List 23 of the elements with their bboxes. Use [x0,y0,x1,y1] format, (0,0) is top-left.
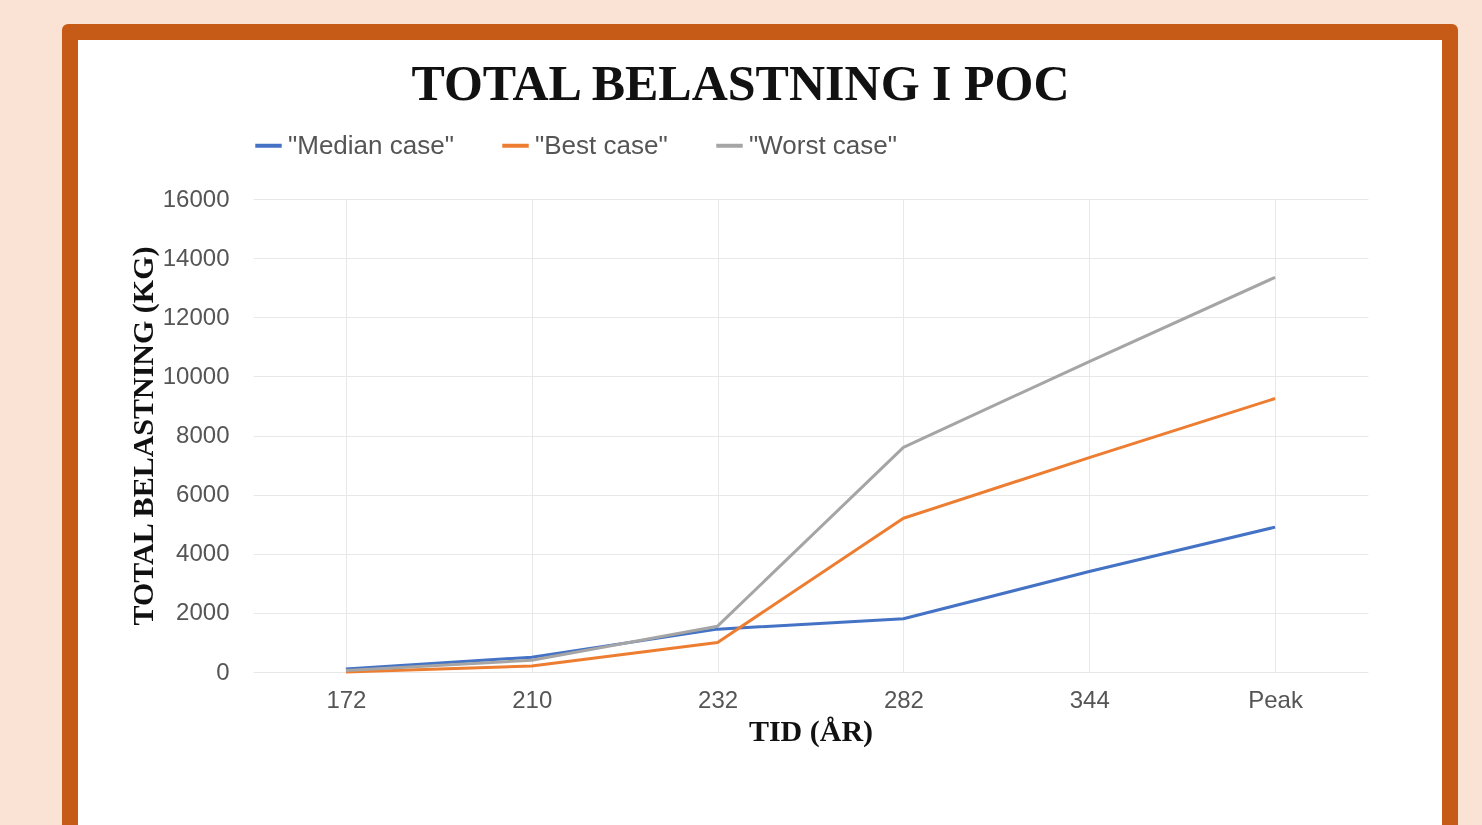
line-series [344,397,1277,674]
line-series [344,275,1277,673]
y-tick-label: 6000 [176,480,230,508]
x-tick-label: 282 [883,685,924,713]
legend-label: "Median case" [288,129,454,160]
legend-label: "Worst case" [749,129,898,160]
y-tick-label: 16000 [162,184,230,212]
y-tick-label: 14000 [162,243,230,271]
x-axis-title: TID (ÅR) [748,713,874,748]
legend-label: "Best case" [535,129,668,160]
y-tick-label: 8000 [176,421,230,448]
y-axis-title: TOTAL BELASTNING (KG) [125,246,160,626]
y-tick-label: 12000 [162,302,230,330]
x-tick-label: 172 [326,685,367,713]
x-tick-label: 232 [698,685,739,713]
y-tick-label: 0 [216,657,230,685]
x-tick-label: Peak [1248,685,1304,713]
y-tick-label: 10000 [162,361,230,389]
x-tick-label: 210 [512,685,553,713]
y-tick-label: 4000 [176,539,230,567]
x-tick-label: 344 [1069,685,1110,713]
y-tick-label: 2000 [176,598,230,626]
chart-title: TOTAL BELASTNING I POC [411,55,1070,111]
